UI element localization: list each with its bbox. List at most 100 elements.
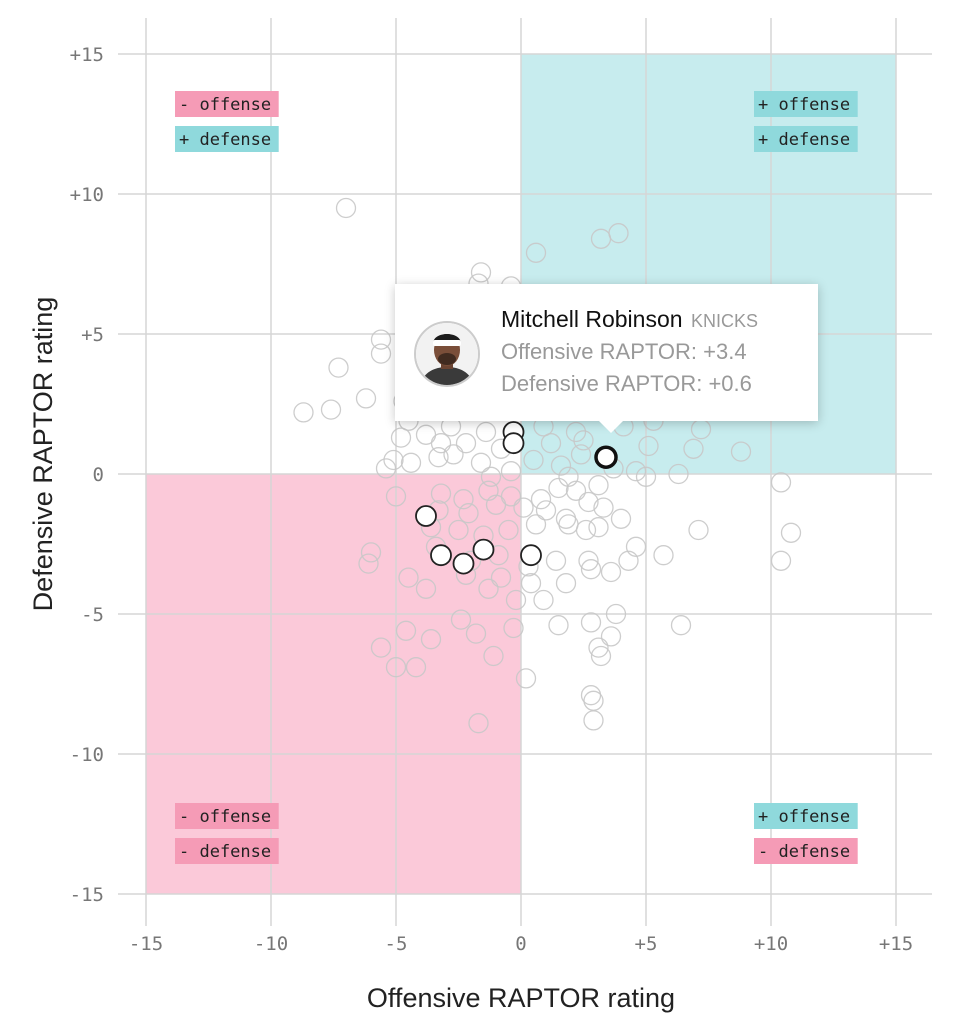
player-point[interactable] <box>420 629 442 650</box>
player-point[interactable] <box>580 612 602 633</box>
player-point[interactable] <box>470 452 492 473</box>
player-point[interactable] <box>558 514 579 535</box>
player-point[interactable] <box>770 550 792 571</box>
player-point[interactable] <box>385 657 407 678</box>
player-point[interactable] <box>580 559 602 580</box>
player-point[interactable] <box>478 480 499 501</box>
player-point[interactable] <box>355 388 377 409</box>
player-point[interactable] <box>398 567 419 588</box>
team-player-point[interactable] <box>520 544 542 567</box>
player-point[interactable] <box>525 242 547 263</box>
player-point[interactable] <box>590 645 612 667</box>
player-point[interactable] <box>610 508 632 529</box>
player-point[interactable] <box>370 343 392 364</box>
player-point[interactable] <box>383 449 404 471</box>
player-point[interactable] <box>523 449 544 471</box>
player-point[interactable] <box>688 519 709 541</box>
player-point[interactable] <box>375 458 397 479</box>
player-point[interactable] <box>573 430 594 451</box>
player-point[interactable] <box>405 657 427 678</box>
player-point[interactable] <box>638 435 659 457</box>
player-point[interactable] <box>468 713 489 734</box>
player-point[interactable] <box>588 637 609 658</box>
other-players-points[interactable] <box>293 197 802 734</box>
player-point[interactable] <box>605 603 627 625</box>
player-point[interactable] <box>578 491 599 513</box>
player-point[interactable] <box>478 578 499 599</box>
player-point[interactable] <box>415 578 437 599</box>
player-point[interactable] <box>390 427 412 448</box>
player-point[interactable] <box>593 497 614 518</box>
player-point[interactable] <box>395 620 417 641</box>
player-point[interactable] <box>608 223 629 244</box>
player-point[interactable] <box>500 461 522 482</box>
player-point[interactable] <box>625 536 647 557</box>
player-point[interactable] <box>600 626 622 647</box>
player-point[interactable] <box>470 262 492 283</box>
player-point[interactable] <box>548 477 569 499</box>
player-point[interactable] <box>668 463 689 485</box>
player-point[interactable] <box>505 589 527 611</box>
player-point[interactable] <box>358 553 379 574</box>
player-point[interactable] <box>328 357 349 378</box>
player-point[interactable] <box>513 497 534 518</box>
player-point[interactable] <box>480 466 502 487</box>
player-point[interactable] <box>588 517 609 538</box>
player-point[interactable] <box>525 514 547 535</box>
player-point[interactable] <box>570 444 592 465</box>
player-point[interactable] <box>533 589 554 611</box>
player-point[interactable] <box>475 421 497 443</box>
player-point[interactable] <box>575 519 597 541</box>
player-point[interactable] <box>780 522 802 543</box>
player-point[interactable] <box>483 645 504 667</box>
player-point[interactable] <box>385 486 407 507</box>
player-point[interactable] <box>335 197 357 219</box>
player-point[interactable] <box>588 475 609 496</box>
player-point[interactable] <box>600 561 622 583</box>
player-point[interactable] <box>485 494 507 515</box>
team-player-point[interactable] <box>415 505 437 527</box>
player-point[interactable] <box>370 329 392 350</box>
player-point[interactable] <box>618 550 639 571</box>
player-point[interactable] <box>625 461 647 482</box>
player-point[interactable] <box>465 623 487 644</box>
player-point[interactable] <box>545 550 567 571</box>
player-point[interactable] <box>540 433 562 454</box>
selected-player-point[interactable] <box>594 445 618 469</box>
player-point[interactable] <box>515 668 537 689</box>
player-point[interactable] <box>555 573 577 594</box>
player-point[interactable] <box>583 710 604 731</box>
team-player-point[interactable] <box>472 538 495 561</box>
team-player-point[interactable] <box>430 544 452 567</box>
player-point[interactable] <box>565 480 587 501</box>
team-player-point[interactable] <box>502 432 525 455</box>
player-point[interactable] <box>455 433 477 454</box>
player-point[interactable] <box>320 399 342 420</box>
player-point[interactable] <box>550 455 572 476</box>
player-point[interactable] <box>293 402 314 423</box>
player-point[interactable] <box>453 489 474 510</box>
player-point[interactable] <box>443 444 464 465</box>
player-point[interactable] <box>430 483 452 504</box>
player-point[interactable] <box>635 466 657 487</box>
player-point[interactable] <box>548 615 569 636</box>
player-point[interactable] <box>520 573 542 594</box>
player-point[interactable] <box>578 550 599 571</box>
player-point[interactable] <box>450 609 472 630</box>
player-point[interactable] <box>428 447 449 468</box>
player-point[interactable] <box>370 637 392 658</box>
player-point[interactable] <box>535 500 557 521</box>
player-point[interactable] <box>360 542 382 563</box>
player-point[interactable] <box>415 424 437 445</box>
player-point[interactable] <box>770 472 792 493</box>
player-point[interactable] <box>458 503 479 524</box>
player-point[interactable] <box>430 433 452 454</box>
player-point[interactable] <box>448 519 469 541</box>
team-player-point[interactable] <box>452 552 475 575</box>
team-players-points[interactable] <box>415 421 542 575</box>
player-point[interactable] <box>670 615 692 636</box>
player-point[interactable] <box>498 519 519 541</box>
player-point[interactable] <box>503 617 524 639</box>
player-point[interactable] <box>683 438 704 459</box>
player-point[interactable] <box>730 441 752 462</box>
